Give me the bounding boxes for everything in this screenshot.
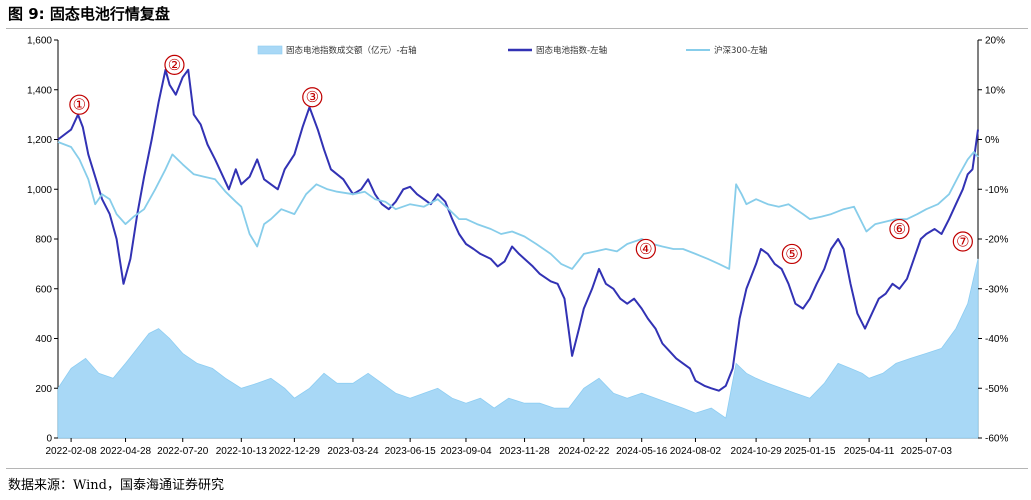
source-note: 数据来源：Wind，国泰海通证券研究 [8, 478, 224, 493]
left-tick-label: 1,600 [27, 36, 52, 47]
event-marker-circle [164, 54, 185, 75]
event-marker-label: ⑦ [956, 233, 969, 250]
event-marker-circle [781, 243, 803, 265]
chart: 0 200 400 600 800 1,000 1,200 1,400 1,600 -60% -50… [27, 36, 1008, 458]
hs300-line-series [57, 141, 979, 270]
legend-swatch-volume [257, 45, 283, 55]
legend-label: 固态电池指数成交额（亿元）-右轴 [286, 45, 417, 56]
x-tick-label: 2025-04-11 [844, 446, 895, 457]
x-tick-label: 2023-06-15 [385, 446, 437, 457]
left-tick-label: 600 [35, 284, 52, 295]
x-tick-label: 2024-02-22 [558, 446, 610, 457]
right-tick-label: 20% [985, 36, 1005, 47]
right-tick-label: -50% [985, 384, 1008, 395]
event-marker-label: ⑥ [893, 221, 906, 238]
right-tick-label: 0% [985, 135, 1000, 146]
bottom-divider [6, 468, 1028, 469]
x-tick-label: 2022-10-13 [216, 446, 268, 457]
event-marker-circle [889, 218, 910, 240]
legend-label: 固态电池指数-左轴 [536, 45, 607, 56]
legend-label: 沪深300-左轴 [714, 45, 767, 56]
x-tick-label: 2022-02-08 [46, 446, 98, 457]
x-tick-label: 2023-09-04 [440, 446, 492, 457]
event-marker-label: ④ [639, 241, 652, 258]
left-tick-label: 1,200 [27, 135, 52, 146]
right-tick-label: -30% [985, 284, 1008, 295]
left-tick-label: 200 [35, 384, 52, 395]
right-tick-label: -60% [985, 434, 1008, 445]
top-divider [6, 28, 1028, 29]
x-tick-label: 2022-07-20 [157, 446, 209, 457]
volume-area-series [57, 258, 979, 439]
left-tick-label: 0 [46, 434, 52, 445]
right-tick-label: 10% [985, 85, 1005, 96]
event-marker-label: ⑤ [785, 246, 798, 263]
x-tick-label: 2025-07-03 [901, 446, 953, 457]
event-marker-label: ② [168, 57, 181, 74]
x-tick-label: 2022-04-28 [100, 446, 152, 457]
event-marker-label: ③ [306, 89, 319, 106]
event-marker-circle [302, 87, 323, 108]
x-tick-label: 2023-03-24 [327, 446, 379, 457]
event-marker-circle [635, 238, 656, 260]
left-tick-label: 400 [35, 334, 52, 345]
x-tick-label: 2024-05-16 [616, 446, 668, 457]
x-tick-label: 2024-08-02 [670, 446, 722, 457]
x-tick-label: 2022-12-29 [269, 446, 321, 457]
page-title: 图 9: 固态电池行情复盘 [8, 5, 170, 23]
left-tick-label: 1,400 [27, 85, 52, 96]
right-tick-label: -20% [985, 235, 1008, 246]
x-tick-label: 2023-11-28 [499, 446, 550, 457]
event-marker-label: ① [73, 97, 86, 114]
x-tick-label: 2025-01-15 [784, 446, 836, 457]
right-tick-label: -40% [985, 334, 1008, 345]
right-tick-label: -10% [985, 185, 1008, 196]
event-marker-circle [952, 231, 973, 252]
x-tick-label: 2024-10-29 [731, 446, 783, 457]
left-tick-label: 1,000 [27, 185, 52, 196]
event-marker-circle [69, 94, 90, 115]
index-line-series [57, 68, 979, 392]
left-tick-label: 800 [35, 235, 52, 246]
